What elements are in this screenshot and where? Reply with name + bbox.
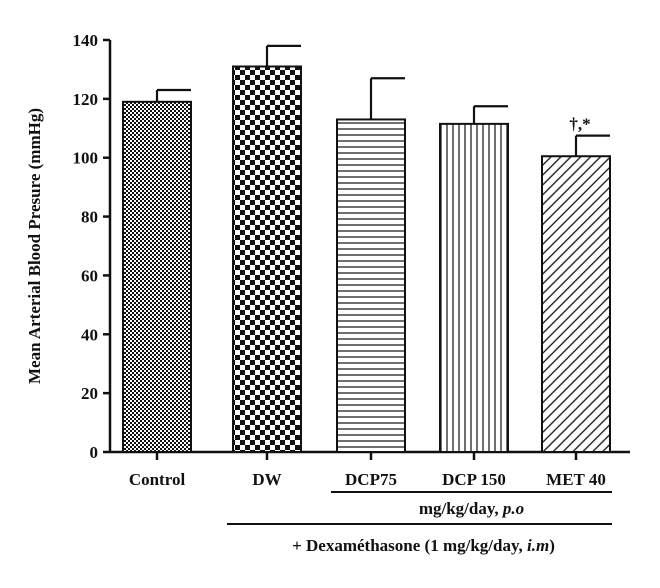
category-label-control: Control [129, 470, 186, 489]
y-tick-label: 20 [81, 384, 98, 403]
category-label-dcp75: DCP75 [345, 470, 397, 489]
bar-dcp75 [336, 118, 406, 453]
category-label-dw: DW [252, 470, 281, 489]
bar-dw [232, 65, 302, 453]
category-label-dcp-150: DCP 150 [442, 470, 506, 489]
y-tick-label: 40 [81, 325, 98, 344]
y-tick-label: 0 [90, 443, 99, 462]
y-tick-label: 60 [81, 266, 98, 285]
bars-group [122, 44, 611, 454]
y-tick-label: 140 [73, 31, 99, 50]
treatment-group-label: + Dexaméthasone (1 mg/kg/day, i.m) [292, 536, 555, 555]
y-axis-label: Mean Arterial Blood Presure (mmHg) [25, 108, 44, 384]
y-tick-label: 120 [73, 90, 99, 109]
bar-control [122, 100, 192, 454]
significance-annotation: †,* [569, 115, 590, 134]
y-tick-label: 100 [73, 149, 99, 168]
labels-group: 0 20 40 60 80 100 120 140 Control DW DCP75 DCP 150 M… [73, 31, 606, 555]
bar-dcp-150 [439, 122, 509, 453]
dose-group-label: mg/kg/day, p.o [419, 499, 524, 518]
y-tick-label: 80 [81, 208, 98, 227]
bar-met-40 [541, 155, 611, 453]
category-label-met-40: MET 40 [546, 470, 606, 489]
